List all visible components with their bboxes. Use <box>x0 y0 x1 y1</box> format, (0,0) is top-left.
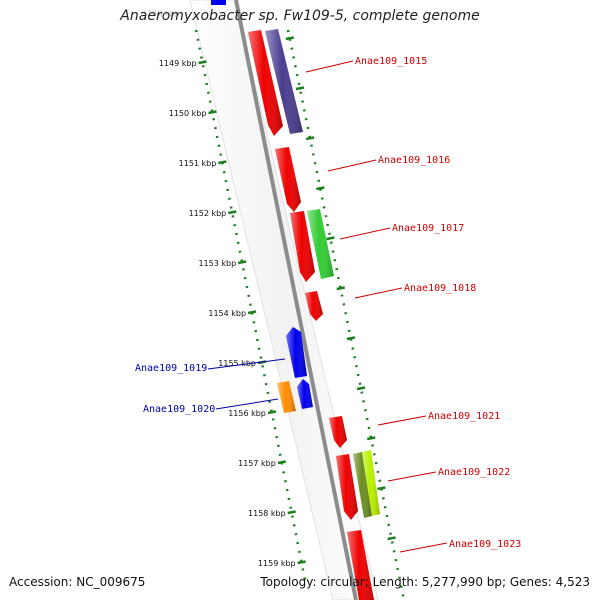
gene-label-Anae109_1015[interactable]: Anae109_1015 <box>355 56 427 67</box>
gene-labels: Anae109_1015 Anae109_1016 Anae109_1017 A… <box>135 56 521 553</box>
tick-label: 1154 kbp <box>208 309 246 318</box>
major-tick-left <box>297 560 306 565</box>
major-tick-right <box>305 136 315 141</box>
tick-label: 1157 kbp <box>238 459 276 468</box>
accession-text: Accession: NC_009675 <box>9 575 146 589</box>
gene-label-Anae109_1019[interactable]: Anae109_1019 <box>135 363 207 374</box>
major-tick-left <box>208 110 217 115</box>
gene-Anae109_1016[interactable] <box>275 147 301 212</box>
tick-label: 1151 kbp <box>179 159 217 168</box>
major-tick-right <box>346 336 356 341</box>
tick-label: 1153 kbp <box>198 259 236 268</box>
backbone-line <box>234 0 358 600</box>
gene-label-Anae109_1016[interactable]: Anae109_1016 <box>378 155 450 166</box>
top-partial-gene <box>211 0 226 5</box>
tick-label: 1155 kbp <box>218 359 256 368</box>
gene-Anae109_1015-left[interactable] <box>248 30 283 136</box>
tick-label: 1158 kbp <box>248 509 286 518</box>
major-tick-left <box>287 510 296 515</box>
gene-Anae109_1020-blue[interactable] <box>297 379 313 409</box>
major-tick-right <box>295 86 305 91</box>
major-tick-left <box>218 160 227 165</box>
major-tick-right <box>285 36 295 41</box>
genome-summary-text: Topology: circular; Length: 5,277,990 bp… <box>260 575 590 589</box>
tick-label: 1150 kbp <box>169 109 207 118</box>
major-tick-right <box>316 186 325 191</box>
major-tick-left <box>277 460 287 465</box>
major-tick-right <box>367 436 376 441</box>
major-tick-left <box>247 310 257 315</box>
gene-Anae109_1018[interactable] <box>305 291 323 321</box>
left-tick-track <box>194 29 307 581</box>
tick-label: 1152 kbp <box>189 209 227 218</box>
gene-Anae109_1015-right[interactable] <box>265 29 303 134</box>
gene-Anae109_1023[interactable] <box>347 530 374 600</box>
gene-Anae109_1022-red[interactable] <box>336 454 358 520</box>
major-ticks: 1149 kbp 1150 kbp 1151 kbp 1152 kbp 1153 kbp… <box>159 36 396 568</box>
tick-label: 1159 kbp <box>258 559 296 568</box>
gene-label-Anae109_1018[interactable]: Anae109_1018 <box>404 283 476 294</box>
major-tick-left <box>267 410 277 415</box>
tick-label-top: 1148 kbp <box>142 9 180 18</box>
gene-label-Anae109_1020[interactable]: Anae109_1020 <box>143 404 215 415</box>
major-tick-left <box>198 60 207 65</box>
gene-Anae109_1017-green[interactable] <box>307 209 334 279</box>
major-tick-right <box>336 286 345 291</box>
gene-label-Anae109_1023[interactable]: Anae109_1023 <box>449 539 521 550</box>
tick-label: 1156 kbp <box>228 409 266 418</box>
major-tick-left <box>237 260 247 265</box>
major-tick-right <box>326 236 335 241</box>
gene-Anae109_1020-orange[interactable] <box>277 381 296 413</box>
page-title: Anaeromyxobacter sp. Fw109-5, complete g… <box>120 8 480 24</box>
major-tick-right <box>387 536 396 541</box>
major-tick-left <box>228 210 237 215</box>
gene-label-Anae109_1017[interactable]: Anae109_1017 <box>392 223 464 234</box>
gene-Anae109_1021[interactable] <box>329 416 347 448</box>
major-tick-right <box>377 486 386 491</box>
major-tick-right <box>356 386 366 391</box>
tick-label: 1149 kbp <box>159 59 197 68</box>
gene-Anae109_1017-red[interactable] <box>290 211 315 282</box>
gene-label-Anae109_1021[interactable]: Anae109_1021 <box>428 411 500 422</box>
gene-label-Anae109_1022[interactable]: Anae109_1022 <box>438 467 510 478</box>
gene-Anae109_1022-lime[interactable] <box>362 450 380 516</box>
gene-Anae109_1019[interactable] <box>286 327 307 378</box>
gene-Anae109_1022-olive[interactable] <box>353 452 372 518</box>
